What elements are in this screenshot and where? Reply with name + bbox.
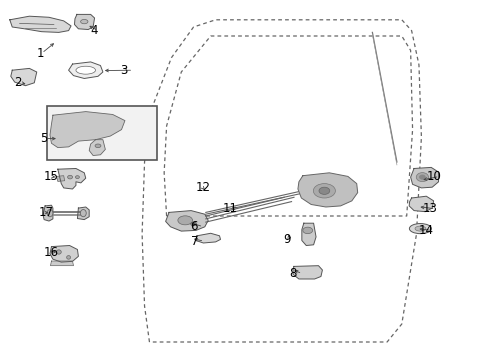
Polygon shape [50, 261, 74, 266]
Text: 15: 15 [44, 170, 59, 183]
Polygon shape [69, 62, 103, 78]
Ellipse shape [80, 19, 88, 24]
Ellipse shape [75, 176, 79, 179]
Polygon shape [11, 68, 37, 86]
Text: 14: 14 [419, 224, 434, 237]
Text: 9: 9 [283, 233, 291, 246]
Ellipse shape [191, 222, 196, 226]
Polygon shape [50, 246, 78, 262]
Ellipse shape [314, 184, 335, 198]
Ellipse shape [56, 250, 61, 254]
Text: 13: 13 [422, 202, 437, 215]
Ellipse shape [47, 210, 53, 217]
Polygon shape [56, 176, 65, 181]
Ellipse shape [419, 175, 425, 179]
Text: 12: 12 [196, 181, 211, 194]
Polygon shape [50, 112, 125, 148]
Polygon shape [298, 173, 358, 207]
Ellipse shape [178, 216, 193, 225]
Ellipse shape [68, 175, 73, 179]
Polygon shape [77, 207, 89, 220]
Ellipse shape [303, 227, 313, 234]
Polygon shape [74, 14, 95, 30]
Text: 11: 11 [223, 202, 238, 215]
Polygon shape [302, 223, 316, 246]
Ellipse shape [95, 144, 101, 148]
Ellipse shape [67, 256, 71, 259]
Ellipse shape [415, 226, 426, 231]
Polygon shape [43, 205, 53, 221]
Text: 4: 4 [91, 24, 98, 37]
Text: 7: 7 [191, 235, 198, 248]
Text: 8: 8 [289, 267, 296, 280]
Polygon shape [409, 196, 434, 212]
Polygon shape [89, 140, 105, 156]
Text: 3: 3 [120, 64, 127, 77]
Ellipse shape [76, 66, 96, 74]
Ellipse shape [80, 210, 86, 217]
Ellipse shape [319, 187, 330, 194]
Polygon shape [411, 167, 439, 188]
Text: 2: 2 [14, 76, 21, 89]
Text: 16: 16 [44, 246, 59, 258]
Polygon shape [166, 211, 208, 231]
Polygon shape [58, 168, 86, 189]
Ellipse shape [416, 173, 429, 181]
Text: 5: 5 [40, 132, 48, 145]
Polygon shape [293, 266, 322, 279]
Polygon shape [196, 233, 220, 243]
Text: 1: 1 [37, 47, 44, 60]
Text: 17: 17 [38, 206, 53, 219]
Ellipse shape [410, 224, 431, 234]
Text: 6: 6 [190, 220, 197, 233]
Text: 10: 10 [426, 170, 441, 183]
Bar [47, 106, 157, 160]
Polygon shape [10, 16, 71, 32]
